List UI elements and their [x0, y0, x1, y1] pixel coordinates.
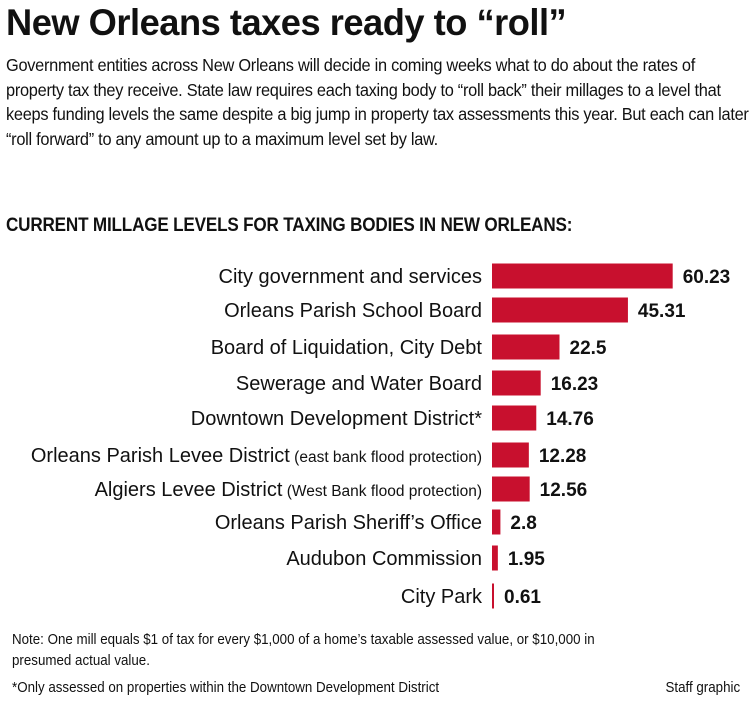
category-label: Sewerage and Water Board: [236, 373, 482, 395]
category-label: Audubon Commission: [286, 548, 482, 570]
category-label: Downtown Development District*: [191, 408, 482, 430]
bar: [492, 509, 501, 535]
category-name: Orleans Parish School Board: [224, 300, 482, 322]
chart-title: CURRENT MILLAGE LEVELS FOR TAXING BODIES…: [6, 215, 573, 236]
bar: [492, 263, 673, 289]
footnote: *Only assessed on properties within the …: [12, 680, 440, 696]
value-label: 22.5: [570, 338, 607, 359]
category-name: Algiers Levee District: [95, 479, 283, 501]
value-label: 60.23: [683, 267, 731, 288]
category-label: Orleans Parish School Board: [224, 300, 482, 322]
category-name: Sewerage and Water Board: [236, 373, 482, 395]
bar: [492, 370, 541, 396]
category-name: City Park: [401, 586, 483, 608]
bar: [492, 442, 529, 468]
value-label: 12.56: [540, 480, 588, 501]
value-label: 14.76: [546, 409, 594, 430]
value-label: 1.95: [508, 549, 545, 570]
category-name: Board of Liquidation, City Debt: [211, 337, 483, 359]
category-name: Orleans Parish Levee District: [31, 445, 290, 467]
intro-text: Government entities across New Orleans w…: [6, 55, 749, 149]
category-name: City government and services: [219, 266, 482, 288]
credit: Staff graphic: [665, 680, 740, 696]
bar: [492, 583, 494, 609]
category-note: (West Bank flood protection): [282, 483, 482, 500]
category-name: Audubon Commission: [286, 548, 482, 570]
category-name: Downtown Development District*: [191, 408, 482, 430]
value-label: 0.61: [504, 587, 541, 608]
value-label: 45.31: [638, 301, 686, 322]
category-label: Board of Liquidation, City Debt: [211, 337, 483, 359]
category-label: City Park: [401, 586, 483, 608]
bar: [492, 545, 498, 571]
value-label: 2.8: [510, 513, 536, 534]
category-label: City government and services: [219, 266, 482, 288]
bar: [492, 405, 537, 431]
bar: [492, 297, 628, 323]
category-note: (east bank flood protection): [290, 449, 482, 466]
category-label: Orleans Parish Sheriff’s Office: [215, 512, 482, 534]
value-label: 16.23: [551, 374, 599, 395]
bar: [492, 334, 560, 360]
category-name: Orleans Parish Sheriff’s Office: [215, 512, 482, 534]
bar: [492, 476, 530, 502]
category-label: Algiers Levee District (West Bank flood …: [95, 479, 482, 501]
note-text: Note: One mill equals $1 of tax for ever…: [12, 632, 595, 669]
category-label: Orleans Parish Levee District (east bank…: [31, 445, 482, 467]
headline: New Orleans taxes ready to “roll”: [6, 2, 567, 43]
value-label: 12.28: [539, 446, 587, 467]
